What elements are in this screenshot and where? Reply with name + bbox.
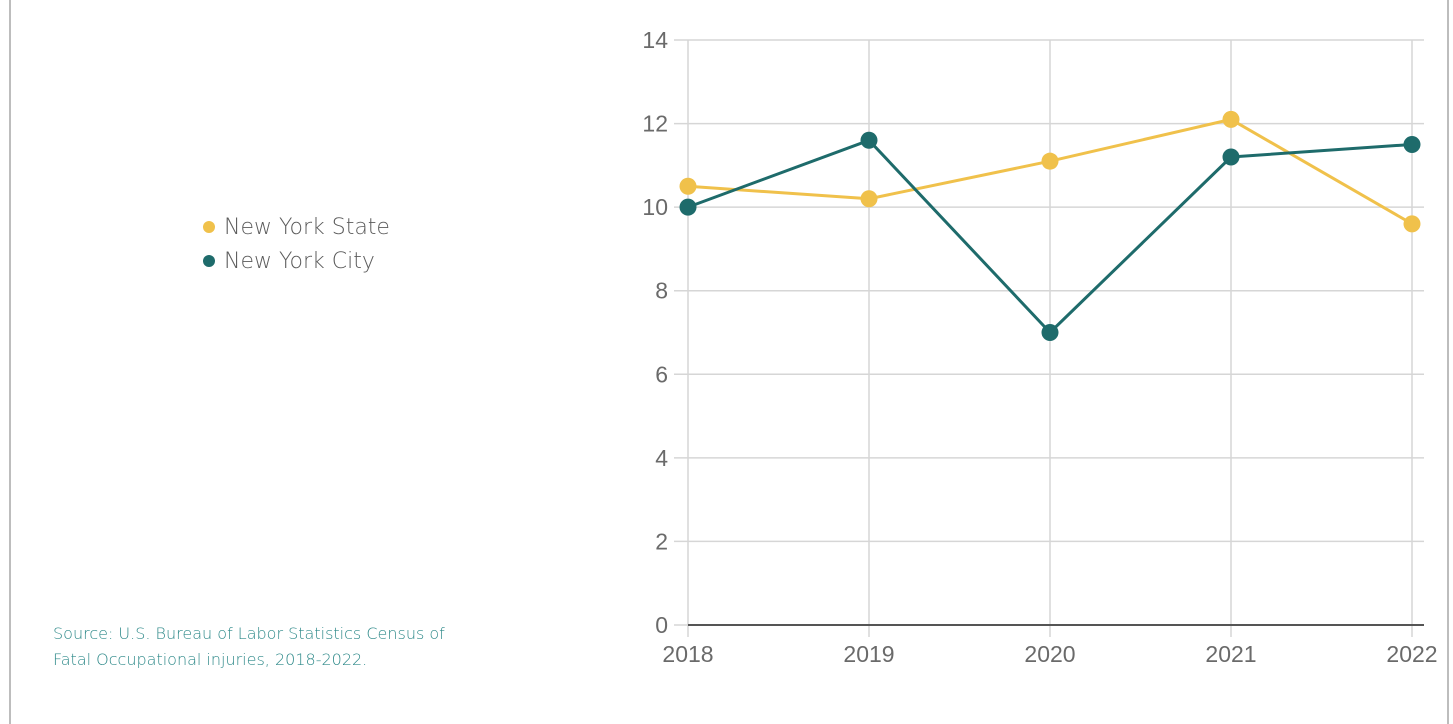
legend-dot-new-york-city (203, 255, 215, 267)
data-point-new-york-city (679, 198, 697, 216)
data-point-new-york-city (1222, 148, 1240, 166)
data-point-new-york-city (1041, 324, 1059, 341)
y-tick-label: 4 (655, 445, 668, 471)
legend-item-new-york-city: New York City (203, 244, 390, 278)
source-line-1: Source: U.S. Bureau of Labor Statistics … (53, 624, 445, 643)
data-point-new-york-state (860, 190, 878, 208)
chart-legend: New York State New York City (203, 210, 390, 278)
data-point-new-york-state (1403, 215, 1421, 233)
x-tick-label: 2019 (843, 641, 894, 667)
x-tick-label: 2020 (1024, 641, 1075, 667)
y-tick-label: 10 (642, 194, 668, 220)
left-border-rule (9, 0, 11, 724)
data-point-new-york-city (1403, 135, 1421, 153)
series-layer (679, 110, 1421, 341)
source-line-2: Fatal Occupational injuries, 2018-2022. (53, 650, 368, 669)
label-layer: 0 2 4 6 8 10 12 14 2018 2019 2020 2021 2022 (642, 27, 1437, 667)
x-tick-label: 2018 (662, 641, 713, 667)
data-point-new-york-state (679, 177, 697, 195)
x-tick-label: 2022 (1386, 641, 1437, 667)
right-border-rule (1447, 0, 1449, 724)
legend-label-new-york-state: New York State (224, 214, 390, 240)
legend-label-new-york-city: New York City (224, 248, 375, 274)
source-note: Source: U.S. Bureau of Labor Statistics … (53, 621, 573, 673)
legend-dot-new-york-state (203, 221, 215, 233)
data-point-new-york-state (1222, 110, 1240, 128)
data-point-new-york-city (860, 131, 878, 149)
grid-layer (674, 39, 1424, 637)
y-tick-label: 12 (642, 111, 668, 137)
y-tick-label: 6 (655, 361, 668, 387)
x-tick-label: 2021 (1205, 641, 1256, 667)
y-tick-label: 8 (655, 278, 668, 304)
y-tick-label: 2 (655, 528, 668, 554)
y-tick-label: 0 (655, 612, 668, 638)
y-tick-label: 14 (642, 27, 668, 53)
data-point-new-york-state (1041, 152, 1059, 170)
legend-item-new-york-state: New York State (203, 210, 390, 244)
